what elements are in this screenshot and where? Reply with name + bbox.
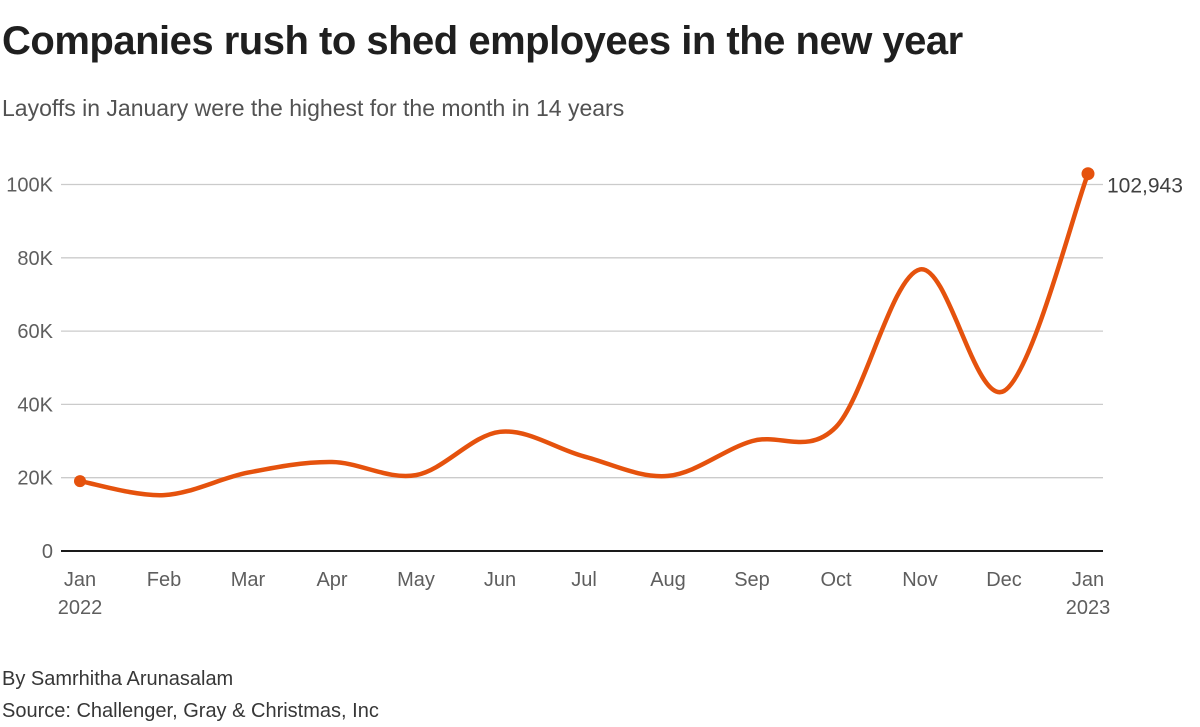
end-value-label: 102,943 (1107, 175, 1183, 198)
data-point-start (74, 475, 86, 488)
layoffs-series-line (77, 171, 1091, 498)
chart-subtitle: Layoffs in January were the highest for … (2, 95, 625, 121)
x-tick-label: Sep (734, 569, 770, 591)
x-tick-label: Jun (484, 569, 516, 591)
x-tick-label: Nov (902, 569, 938, 591)
source-credit: Source: Challenger, Gray & Christmas, In… (2, 700, 379, 722)
x-tick-label: Oct (820, 569, 852, 591)
y-tick-label: 40K (17, 394, 53, 416)
y-tick-label: 60K (17, 321, 53, 343)
x-tick-year-label: 2022 (58, 597, 103, 619)
chart-title: Companies rush to shed employees in the … (2, 19, 963, 63)
x-tick-label: May (397, 569, 435, 591)
x-tick-label: Jan (1072, 569, 1104, 591)
y-tick-label: 0 (42, 541, 53, 563)
chart-footer: By Samrhitha Arunasalam Source: Challeng… (2, 663, 379, 727)
x-tick-label: Feb (147, 569, 181, 591)
x-tick-label: Jul (571, 569, 597, 591)
x-tick-label: Jan (64, 569, 96, 591)
data-point-end (1081, 167, 1095, 181)
y-tick-label: 100K (6, 175, 53, 197)
x-tick-label: Apr (316, 569, 347, 591)
y-tick-label: 20K (17, 468, 53, 490)
x-tick-label: Mar (231, 569, 266, 591)
byline: By Samrhitha Arunasalam (2, 668, 234, 690)
x-tick-year-label: 2023 (1066, 597, 1111, 619)
y-tick-label: 80K (17, 248, 53, 270)
x-tick-label: Aug (650, 569, 686, 591)
x-tick-label: Dec (986, 569, 1022, 591)
